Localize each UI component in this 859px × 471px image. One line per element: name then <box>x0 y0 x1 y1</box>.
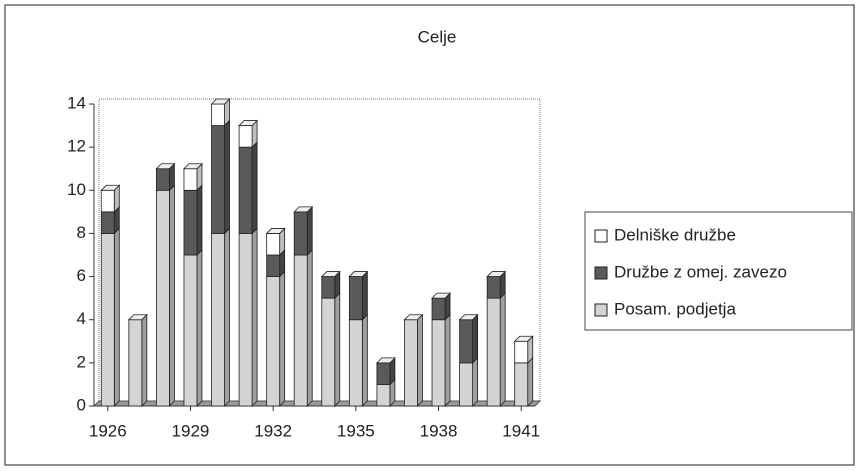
bar-side <box>444 313 451 407</box>
y-tick-label: 14 <box>67 93 86 112</box>
bar-side <box>361 270 368 321</box>
chart-title: Celje <box>418 27 457 46</box>
bar-segment <box>348 276 363 321</box>
bar-side <box>361 313 368 407</box>
bar-segment <box>486 297 501 407</box>
bar-segment <box>486 276 501 299</box>
bar-top <box>293 206 314 213</box>
bar-segment <box>321 297 336 407</box>
bar-side <box>224 119 230 235</box>
bar-segment <box>293 211 308 256</box>
bar-top <box>513 335 534 342</box>
legend-swatch <box>594 303 608 317</box>
bar-side <box>472 313 478 364</box>
bar-top <box>486 271 507 277</box>
y-tick-label: 2 <box>77 352 86 371</box>
x-tick-label: 1929 <box>172 421 210 440</box>
bar-segment <box>459 319 473 364</box>
bar-side <box>251 141 258 235</box>
bar-segment <box>348 319 363 407</box>
legend-label: Družbe z omej. zavezo <box>614 262 787 281</box>
bar-side <box>279 270 286 407</box>
y-tick-label: 8 <box>77 223 86 242</box>
bar-segment <box>514 340 529 364</box>
x-tick-label: 1938 <box>420 421 458 440</box>
bar-segment <box>128 319 143 407</box>
legend-swatch <box>594 229 608 243</box>
bar-segment <box>156 189 170 407</box>
bar-segment <box>100 189 115 213</box>
y-tick-label: 4 <box>77 309 86 328</box>
bar-side <box>251 227 258 407</box>
legend-label: Delniške družbe <box>614 225 736 244</box>
y-tick-label: 10 <box>67 180 86 199</box>
bar-segment <box>183 254 198 407</box>
legend-box <box>584 211 853 331</box>
bar-segment <box>404 319 418 407</box>
bar-segment <box>321 276 336 299</box>
bar-side <box>417 313 423 407</box>
bar-segment <box>156 168 170 191</box>
bar-top <box>431 292 451 299</box>
bar-segment <box>100 211 115 234</box>
bar-segment <box>266 233 281 256</box>
bar-segment <box>238 125 253 148</box>
bar-segment <box>238 146 253 234</box>
bar-top <box>210 98 231 105</box>
bar-segment <box>266 254 281 277</box>
legend-swatch <box>594 266 608 280</box>
bar-top <box>238 120 259 126</box>
bar-side <box>196 184 203 256</box>
bar-top <box>127 314 148 321</box>
bar-segment <box>431 319 446 407</box>
x-tick-label: 1941 <box>502 421 540 440</box>
y-tick-label: 0 <box>77 395 86 414</box>
bar-segment <box>459 362 473 407</box>
bar-segment <box>211 125 225 234</box>
bar-top <box>403 314 424 321</box>
bar-segment <box>376 384 391 407</box>
bar-side <box>113 227 120 407</box>
bar-top <box>375 357 396 364</box>
bar-side <box>306 249 313 407</box>
bar-segment <box>266 276 281 407</box>
bar-side <box>196 249 203 407</box>
bar-segment <box>100 233 115 407</box>
bar-side <box>527 356 534 407</box>
bar-side <box>472 356 478 407</box>
bar-segment <box>238 233 253 407</box>
bar-top <box>348 271 369 277</box>
bar-segment <box>183 168 198 191</box>
x-tick-label: 1926 <box>89 421 127 440</box>
bar-side <box>306 205 313 256</box>
bar-segment <box>376 362 391 385</box>
x-tick-label: 1932 <box>254 421 292 440</box>
bar-segment <box>183 189 198 256</box>
y-tick-label: 6 <box>77 266 86 285</box>
bar-top <box>265 228 286 234</box>
bar-segment <box>211 103 225 126</box>
bar-side <box>499 292 506 407</box>
bar-top <box>458 314 479 321</box>
bar-top <box>100 184 121 191</box>
bar-segment <box>211 233 225 407</box>
bar-side <box>224 227 230 407</box>
bar-top <box>320 271 341 277</box>
bar-side <box>169 184 175 407</box>
y-tick-label: 12 <box>67 137 86 156</box>
bar-side <box>141 313 148 407</box>
legend-label: Posam. podjetja <box>614 299 736 318</box>
bar-segment <box>514 362 529 407</box>
bar-top <box>183 163 203 170</box>
bar-segment <box>431 297 446 321</box>
x-tick-label: 1935 <box>337 421 375 440</box>
bar-segment <box>293 254 308 407</box>
bar-side <box>334 292 341 407</box>
bar-top <box>155 163 176 170</box>
